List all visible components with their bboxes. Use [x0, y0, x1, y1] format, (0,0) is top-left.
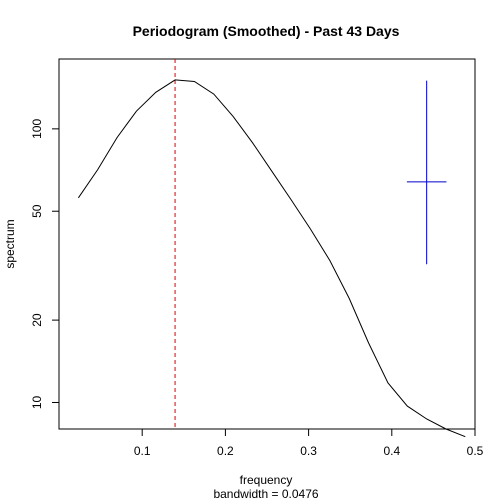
y-tick-label: 100 — [30, 119, 44, 139]
x-tick-label: 0.4 — [383, 444, 400, 458]
plot-marks — [77, 59, 466, 438]
x-tick-label: 0.5 — [467, 444, 484, 458]
x-axis-label: frequency — [240, 473, 293, 487]
chart-title: Periodogram (Smoothed) - Past 43 Days — [133, 23, 400, 39]
x-axis: 0.1 0.2 0.3 0.4 0.5 — [134, 428, 484, 458]
x-tick-label: 0.3 — [300, 444, 317, 458]
y-axis: 10 20 50 100 — [30, 119, 59, 409]
bandwidth-label: bandwidth = 0.0476 — [213, 487, 318, 501]
x-tick-label: 0.2 — [217, 444, 234, 458]
spectrum-line — [77, 79, 466, 438]
y-tick-label: 10 — [30, 395, 44, 409]
x-tick-label: 0.1 — [134, 444, 151, 458]
y-tick-label: 50 — [30, 204, 44, 218]
plot-frame — [58, 58, 476, 430]
y-axis-label: spectrum — [3, 219, 17, 268]
y-tick-label: 20 — [30, 313, 44, 327]
